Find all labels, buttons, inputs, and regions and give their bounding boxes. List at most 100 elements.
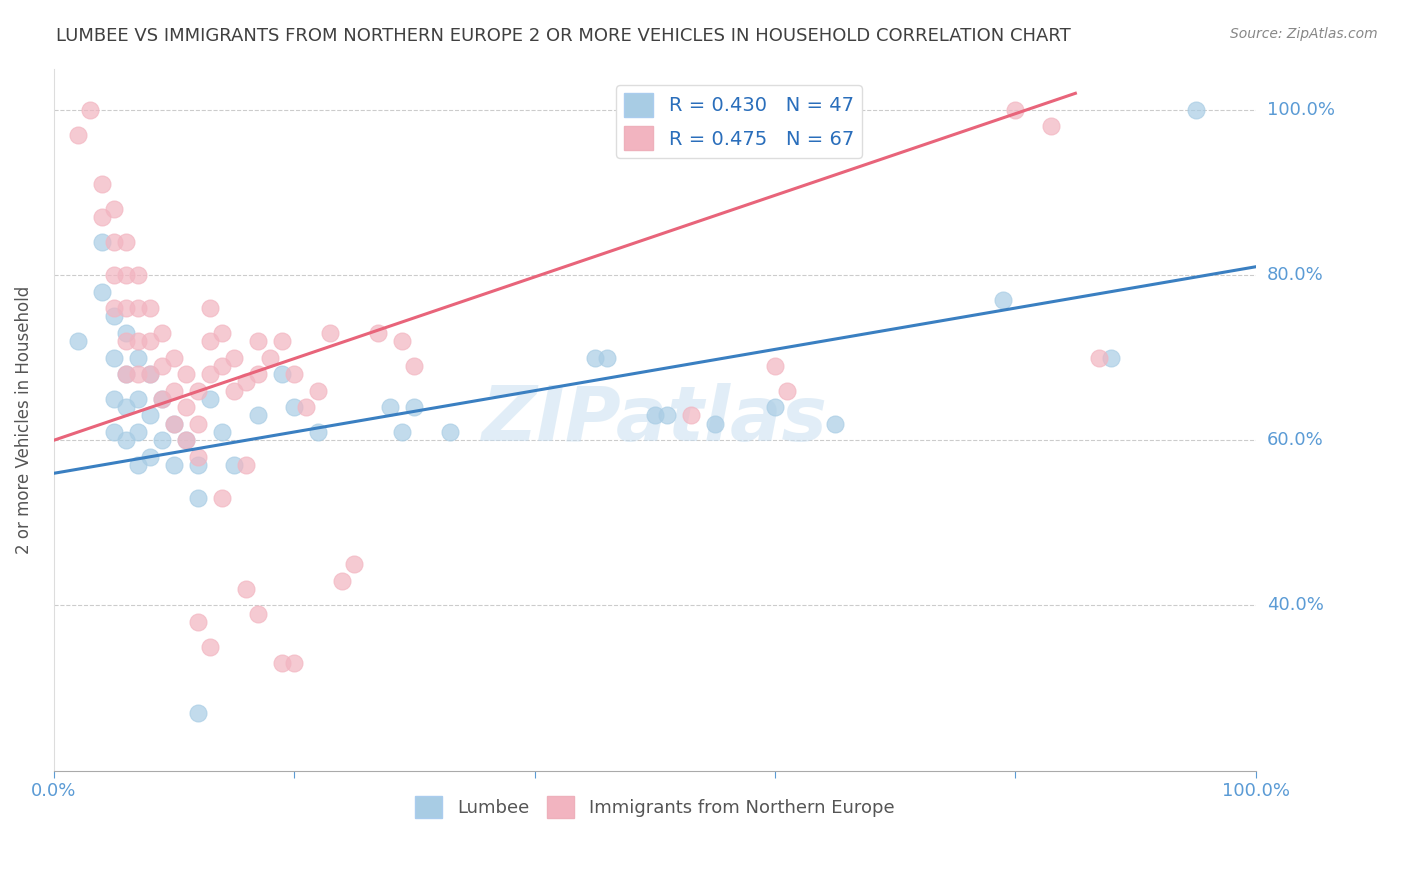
Point xyxy=(247,367,270,381)
Point xyxy=(115,326,138,340)
Point xyxy=(127,351,149,365)
Point xyxy=(295,401,318,415)
Point xyxy=(404,359,426,373)
Point xyxy=(90,211,112,225)
Point xyxy=(307,384,329,398)
Point xyxy=(79,103,101,117)
Point xyxy=(139,367,162,381)
Point xyxy=(127,301,149,315)
Point xyxy=(187,706,209,720)
Point xyxy=(776,384,799,398)
Point xyxy=(1099,351,1122,365)
Point xyxy=(127,392,149,406)
Point xyxy=(103,351,125,365)
Legend: Lumbee, Immigrants from Northern Europe: Lumbee, Immigrants from Northern Europe xyxy=(408,789,901,825)
Point xyxy=(187,491,209,505)
Point xyxy=(115,334,138,348)
Point xyxy=(644,409,666,423)
Point xyxy=(150,359,173,373)
Point xyxy=(391,425,413,439)
Point xyxy=(103,268,125,282)
Point xyxy=(319,326,342,340)
Point xyxy=(103,301,125,315)
Point xyxy=(283,367,305,381)
Point xyxy=(90,235,112,249)
Point xyxy=(655,409,678,423)
Point xyxy=(1184,103,1206,117)
Point xyxy=(174,401,197,415)
Point xyxy=(198,367,221,381)
Point xyxy=(271,334,294,348)
Point xyxy=(271,367,294,381)
Point xyxy=(103,202,125,216)
Point xyxy=(211,359,233,373)
Point xyxy=(283,401,305,415)
Point xyxy=(198,640,221,654)
Point xyxy=(1040,120,1063,134)
Point xyxy=(198,392,221,406)
Point xyxy=(139,334,162,348)
Point xyxy=(139,409,162,423)
Point xyxy=(247,607,270,621)
Point xyxy=(271,657,294,671)
Point xyxy=(103,235,125,249)
Point xyxy=(66,128,89,142)
Text: LUMBEE VS IMMIGRANTS FROM NORTHERN EUROPE 2 OR MORE VEHICLES IN HOUSEHOLD CORREL: LUMBEE VS IMMIGRANTS FROM NORTHERN EUROP… xyxy=(56,27,1071,45)
Text: 80.0%: 80.0% xyxy=(1267,266,1323,284)
Text: ZIPatlas: ZIPatlas xyxy=(482,383,828,457)
Point xyxy=(993,293,1015,307)
Point xyxy=(763,401,786,415)
Point xyxy=(380,401,402,415)
Point xyxy=(163,351,186,365)
Point xyxy=(404,401,426,415)
Point xyxy=(235,376,257,390)
Point xyxy=(187,450,209,464)
Point xyxy=(283,657,305,671)
Point xyxy=(679,409,702,423)
Point xyxy=(163,458,186,472)
Point xyxy=(103,425,125,439)
Point xyxy=(235,458,257,472)
Point xyxy=(703,417,725,431)
Point xyxy=(115,367,138,381)
Point xyxy=(367,326,389,340)
Point xyxy=(1088,351,1111,365)
Point xyxy=(259,351,281,365)
Text: 40.0%: 40.0% xyxy=(1267,597,1323,615)
Point xyxy=(115,434,138,448)
Point xyxy=(139,450,162,464)
Point xyxy=(439,425,461,439)
Point xyxy=(824,417,846,431)
Point xyxy=(127,334,149,348)
Point xyxy=(127,367,149,381)
Point xyxy=(139,301,162,315)
Point xyxy=(103,392,125,406)
Point xyxy=(198,301,221,315)
Point xyxy=(595,351,617,365)
Point xyxy=(174,434,197,448)
Point xyxy=(66,334,89,348)
Point xyxy=(115,235,138,249)
Text: Source: ZipAtlas.com: Source: ZipAtlas.com xyxy=(1230,27,1378,41)
Point xyxy=(198,334,221,348)
Point xyxy=(1004,103,1026,117)
Point xyxy=(247,334,270,348)
Point xyxy=(187,384,209,398)
Point xyxy=(150,392,173,406)
Point xyxy=(90,285,112,299)
Point xyxy=(187,417,209,431)
Point xyxy=(163,417,186,431)
Point xyxy=(187,615,209,629)
Point xyxy=(763,359,786,373)
Point xyxy=(103,310,125,324)
Point xyxy=(583,351,606,365)
Point xyxy=(224,384,246,398)
Point xyxy=(211,425,233,439)
Point xyxy=(224,351,246,365)
Point xyxy=(211,326,233,340)
Point xyxy=(127,268,149,282)
Point xyxy=(174,434,197,448)
Point xyxy=(115,401,138,415)
Point xyxy=(330,574,353,588)
Text: 100.0%: 100.0% xyxy=(1267,101,1334,119)
